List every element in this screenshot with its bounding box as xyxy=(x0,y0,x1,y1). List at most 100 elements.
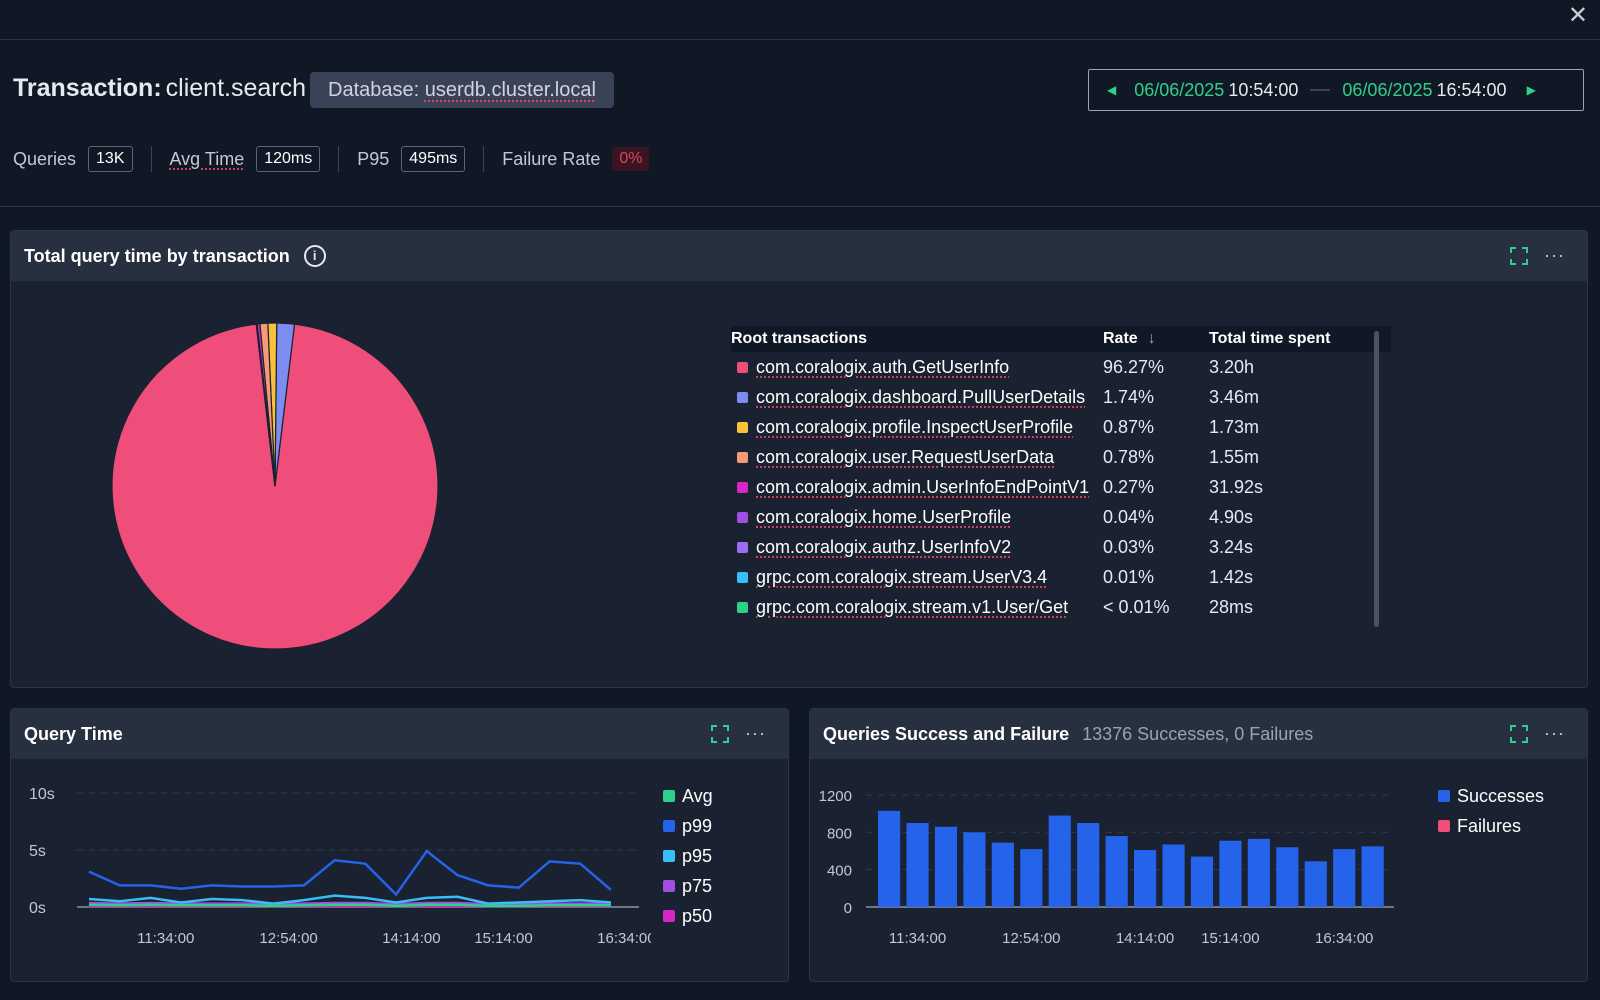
stats-bar: Queries 13K Avg Time 120ms P95 495ms Fai… xyxy=(13,146,650,172)
color-swatch xyxy=(737,451,748,463)
y-tick-label: 400 xyxy=(827,863,852,880)
success-bar[interactable] xyxy=(1190,856,1214,907)
time-prev-icon[interactable]: ◀ xyxy=(1107,83,1117,97)
success-bar[interactable] xyxy=(1333,849,1356,907)
table-row[interactable]: com.coralogix.dashboard.PullUserDetails 1… xyxy=(731,382,1391,412)
x-tick-label: 11:34:00 xyxy=(137,930,194,947)
expand-icon[interactable] xyxy=(1510,724,1529,743)
legend-item[interactable]: p95 xyxy=(663,841,713,871)
transaction-name[interactable]: com.coralogix.profile.InspectUserProfile xyxy=(756,416,1074,437)
y-tick-label: 0 xyxy=(844,900,852,917)
legend-label: Successes xyxy=(1457,785,1545,806)
p95-value: 495ms xyxy=(401,146,466,172)
db-label: Database: xyxy=(328,79,420,101)
transaction-name[interactable]: com.coralogix.auth.GetUserInfo xyxy=(756,356,1010,377)
series-line[interactable] xyxy=(88,894,612,905)
table-body: com.coralogix.auth.GetUserInfo 96.27% 3.20… xyxy=(731,352,1391,622)
start-date: 06/06/2025 xyxy=(1134,79,1225,100)
start-time: 10:54:00 xyxy=(1228,79,1299,100)
table-row[interactable]: com.coralogix.user.RequestUserData 0.78% 1… xyxy=(731,442,1391,472)
success-bar[interactable] xyxy=(991,842,1014,907)
more-options-icon[interactable]: ··· xyxy=(1544,245,1565,265)
legend-item[interactable]: Avg xyxy=(663,781,713,811)
success-bar[interactable] xyxy=(1105,836,1128,907)
legend-swatch xyxy=(1438,820,1450,832)
legend-item[interactable]: p50 xyxy=(663,901,713,931)
table-row[interactable]: com.coralogix.auth.GetUserInfo 96.27% 3.20… xyxy=(731,352,1391,382)
table-row[interactable]: com.coralogix.home.UserProfile 0.04% 4.90s xyxy=(731,502,1391,532)
legend-item[interactable]: Failures xyxy=(1438,811,1544,841)
column-header[interactable]: Total time spent xyxy=(1209,330,1331,347)
more-options-icon[interactable]: ··· xyxy=(1544,723,1565,743)
transaction-cell: com.coralogix.home.UserProfile xyxy=(731,507,1103,528)
success-bar[interactable] xyxy=(1276,847,1299,907)
color-swatch xyxy=(737,391,748,403)
time-cell: 1.55m xyxy=(1209,446,1260,467)
success-bar[interactable] xyxy=(906,823,929,907)
info-icon[interactable]: i xyxy=(303,245,326,267)
success-bar[interactable] xyxy=(963,832,986,907)
success-bar[interactable] xyxy=(878,810,901,907)
transaction-name[interactable]: com.coralogix.home.UserProfile xyxy=(756,506,1012,527)
series-line[interactable] xyxy=(88,849,612,897)
close-icon[interactable]: ✕ xyxy=(1567,2,1588,29)
table-row[interactable]: grpc.com.coralogix.stream.UserV3.4 0.01% 1… xyxy=(731,562,1391,592)
y-tick-label: 5s xyxy=(29,843,46,860)
legend-label: p99 xyxy=(682,815,713,836)
transaction-cell: grpc.com.coralogix.stream.v1.User/Get xyxy=(731,597,1103,618)
end-date: 06/06/2025 xyxy=(1342,79,1433,100)
rate-cell: 96.27% xyxy=(1103,356,1165,377)
rate-cell: 0.04% xyxy=(1103,506,1155,527)
table-row[interactable]: com.coralogix.authz.UserInfoV2 0.03% 3.24s xyxy=(731,532,1391,562)
time-cell: 31.92s xyxy=(1209,476,1264,497)
success-bar[interactable] xyxy=(1048,815,1071,907)
panel-subtitle: 13376 Successes, 0 Failures xyxy=(1082,723,1314,744)
time-next-icon[interactable]: ▶ xyxy=(1526,83,1536,97)
table-scrollbar[interactable] xyxy=(1374,331,1379,627)
time-range-picker[interactable]: ◀ 06/06/2025 10:54:00 06/06/2025 16:54:0… xyxy=(1088,69,1584,111)
rate-cell: 1.74% xyxy=(1103,386,1155,407)
x-tick-label: 11:34:00 xyxy=(889,930,946,947)
legend-swatch xyxy=(663,820,675,832)
success-bar[interactable] xyxy=(1162,844,1185,907)
table-row[interactable]: com.coralogix.admin.UserInfoEndPointV1 0.… xyxy=(731,472,1391,502)
legend-item[interactable]: p75 xyxy=(663,871,713,901)
series-line[interactable] xyxy=(88,903,611,908)
success-bar[interactable] xyxy=(1247,838,1270,907)
transaction-name[interactable]: com.coralogix.admin.UserInfoEndPointV1 xyxy=(756,476,1090,497)
table-row[interactable]: grpc.com.coralogix.stream.v1.User/Get < 0… xyxy=(731,592,1391,622)
database-badge[interactable]: Database: userdb.cluster.local xyxy=(310,72,614,108)
time-cell: 4.90s xyxy=(1209,506,1254,527)
success-bar[interactable] xyxy=(1077,823,1100,907)
expand-icon[interactable] xyxy=(711,724,730,743)
transaction-cell: com.coralogix.user.RequestUserData xyxy=(731,447,1103,468)
expand-icon[interactable] xyxy=(1510,246,1529,265)
success-bar[interactable] xyxy=(1361,846,1384,907)
series-line[interactable] xyxy=(88,901,611,906)
pie-slice[interactable] xyxy=(255,323,276,487)
transaction-cell: grpc.com.coralogix.stream.UserV3.4 xyxy=(731,567,1103,588)
more-options-icon[interactable]: ··· xyxy=(745,723,766,743)
success-bar[interactable] xyxy=(934,826,958,907)
time-cell: 3.46m xyxy=(1209,386,1260,407)
success-bar[interactable] xyxy=(1020,849,1043,907)
color-swatch xyxy=(737,481,748,493)
success-bar[interactable] xyxy=(1219,840,1242,907)
transaction-name[interactable]: grpc.com.coralogix.stream.v1.User/Get xyxy=(756,596,1069,617)
column-header[interactable]: Root transactions xyxy=(731,330,868,347)
legend-item[interactable]: p99 xyxy=(663,811,713,841)
time-cell: 1.42s xyxy=(1209,566,1254,587)
success-bar[interactable] xyxy=(1134,850,1157,907)
column-header[interactable]: Rate ↓ xyxy=(1103,330,1209,348)
pie-slice[interactable] xyxy=(111,323,439,650)
transaction-name[interactable]: com.coralogix.user.RequestUserData xyxy=(756,446,1055,467)
sort-down-icon[interactable]: ↓ xyxy=(1147,330,1156,347)
table-row[interactable]: com.coralogix.profile.InspectUserProfile… xyxy=(731,412,1391,442)
transaction-name[interactable]: grpc.com.coralogix.stream.UserV3.4 xyxy=(756,566,1048,587)
transaction-name[interactable]: com.coralogix.authz.UserInfoV2 xyxy=(756,536,1012,557)
transaction-name[interactable]: com.coralogix.dashboard.PullUserDetails xyxy=(756,386,1086,407)
legend-item[interactable]: Successes xyxy=(1438,781,1544,811)
chart-legend: Successes Failures xyxy=(1438,781,1544,841)
success-bar[interactable] xyxy=(1304,861,1327,907)
x-tick-label: 14:14:00 xyxy=(382,930,440,947)
